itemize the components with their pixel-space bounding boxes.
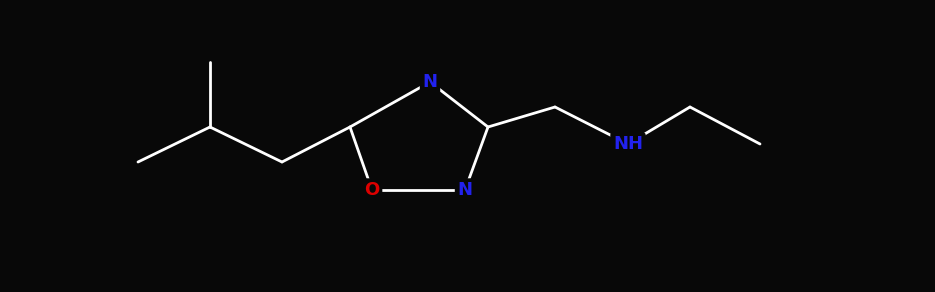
Text: O: O <box>365 181 380 199</box>
Text: N: N <box>457 181 472 199</box>
Text: N: N <box>423 73 438 91</box>
Text: NH: NH <box>613 135 643 153</box>
